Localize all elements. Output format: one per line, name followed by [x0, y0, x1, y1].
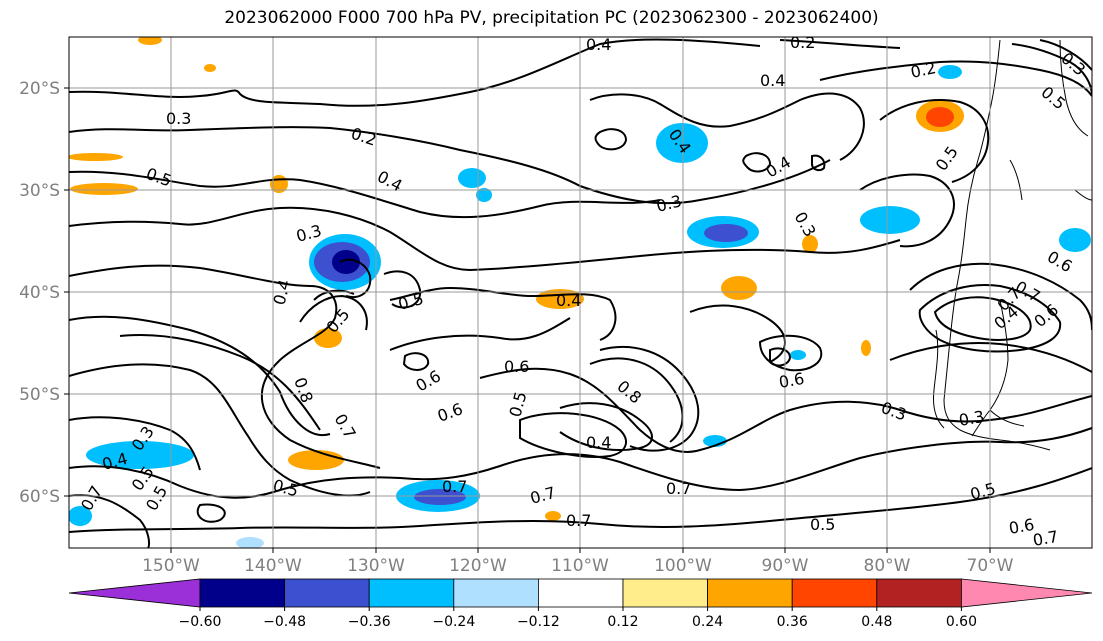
- lon-tick-label: 140°W: [244, 556, 302, 576]
- colorbar-tick-label: −0.60: [179, 614, 222, 630]
- contour-label: 0.4: [760, 71, 785, 90]
- lon-tick-label: 90°W: [762, 556, 809, 576]
- contour-label: 0.3: [166, 109, 191, 128]
- colorbar-segment: [707, 578, 793, 608]
- colorbar-tick-label: 0.36: [777, 614, 808, 630]
- precip-positive-patch: [138, 37, 162, 45]
- precip-negative-patch: [1059, 228, 1091, 252]
- lat-tick-label: 50°S: [19, 385, 60, 405]
- precip-negative-patch: [704, 224, 748, 242]
- colorbar-segment: [284, 578, 370, 608]
- lat-tick-label: 20°S: [19, 79, 60, 99]
- precip-positive-patch: [70, 183, 138, 195]
- precip-patches: [69, 37, 1091, 548]
- precip-positive-patch: [288, 450, 344, 470]
- colorbar-ticks: −0.60 −0.48 −0.36 −0.24 −0.12 0.12 0.24 …: [179, 607, 977, 630]
- lon-axis: 150°W 140°W 130°W 120°W 110°W 100°W 90°W…: [142, 548, 1014, 576]
- precip-positive-patch: [204, 64, 216, 72]
- lon-tick-label: 100°W: [654, 556, 712, 576]
- colorbar-extend-min: [68, 578, 201, 608]
- contour-label: 0.7: [442, 477, 467, 496]
- colorbar-tick-label: −0.24: [432, 614, 475, 630]
- precip-positive-patch: [926, 107, 954, 127]
- contour-label: 0.4: [586, 35, 611, 54]
- lon-tick-label: 130°W: [347, 556, 405, 576]
- precip-negative-patch: [656, 123, 708, 163]
- contour-label: 0.7: [566, 511, 591, 530]
- contour-label: 0.6: [1007, 515, 1035, 538]
- contour-label: 0.4: [586, 433, 611, 452]
- colorbar-extend-max: [961, 578, 1093, 608]
- precip-negative-patch: [86, 441, 194, 469]
- precip-positive-patch: [861, 340, 871, 356]
- precip-positive-patch: [802, 235, 818, 253]
- contour-label: 0.4: [556, 291, 581, 310]
- lon-tick-label: 120°W: [449, 556, 507, 576]
- colorbar-tick-label: 0.60: [946, 614, 977, 630]
- pv-contours: [69, 38, 1092, 548]
- map-title: 2023062000 F000 700 hPa PV, precipitatio…: [224, 8, 879, 28]
- contour-label: 0.5: [810, 515, 835, 534]
- precip-negative-patch: [332, 250, 360, 274]
- contour-label: 0.6: [777, 369, 805, 392]
- lat-tick-label: 60°S: [19, 487, 60, 507]
- precip-negative-patch: [236, 537, 264, 548]
- colorbar-segment: [622, 578, 708, 608]
- precip-negative-patch: [860, 206, 920, 234]
- precip-positive-patch: [69, 153, 123, 161]
- precip-negative-patch: [790, 350, 806, 360]
- colorbar-segment: [453, 578, 539, 608]
- lon-tick-label: 110°W: [551, 556, 609, 576]
- contour-label: 0.3: [957, 407, 985, 430]
- colorbar-tick-label: −0.36: [348, 614, 391, 630]
- colorbar-tick-label: 0.24: [692, 614, 723, 630]
- lon-tick-label: 70°W: [967, 556, 1014, 576]
- lon-tick-label: 80°W: [864, 556, 911, 576]
- contour-label: 0.2: [790, 33, 815, 52]
- contour-label: 0.7: [666, 479, 691, 498]
- lat-tick-label: 40°S: [19, 283, 60, 303]
- colorbar-tick-label: −0.48: [263, 614, 306, 630]
- lat-axis: 20°S 30°S 40°S 50°S 60°S: [19, 79, 69, 507]
- contour-label: 0.2: [909, 58, 938, 82]
- colorbar-tick-label: 0.48: [861, 614, 892, 630]
- colorbar-segment: [368, 578, 455, 608]
- colorbar-segment: [876, 578, 962, 608]
- contour-label: 0.7: [1031, 527, 1059, 550]
- precip-negative-patch: [476, 188, 492, 202]
- gridlines: [69, 37, 1092, 548]
- colorbar-segment: [538, 578, 624, 608]
- coastline: [933, 39, 1092, 451]
- colorbar-tick-label: 0.12: [607, 614, 638, 630]
- precip-negative-patch: [938, 65, 962, 79]
- colorbar-segment: [791, 578, 878, 608]
- lat-tick-label: 30°S: [19, 181, 60, 201]
- precip-negative-patch: [458, 168, 486, 188]
- contour-label: 0.6: [504, 357, 529, 376]
- precip-positive-patch: [721, 276, 757, 300]
- precip-positive-patch: [545, 511, 561, 521]
- lon-tick-label: 150°W: [142, 556, 200, 576]
- precip-negative-patch: [69, 506, 92, 526]
- precip-negative-patch: [414, 489, 466, 505]
- colorbar-segment: [199, 578, 285, 608]
- colorbar-tick-label: −0.12: [517, 614, 560, 630]
- colorbar: [68, 578, 1093, 608]
